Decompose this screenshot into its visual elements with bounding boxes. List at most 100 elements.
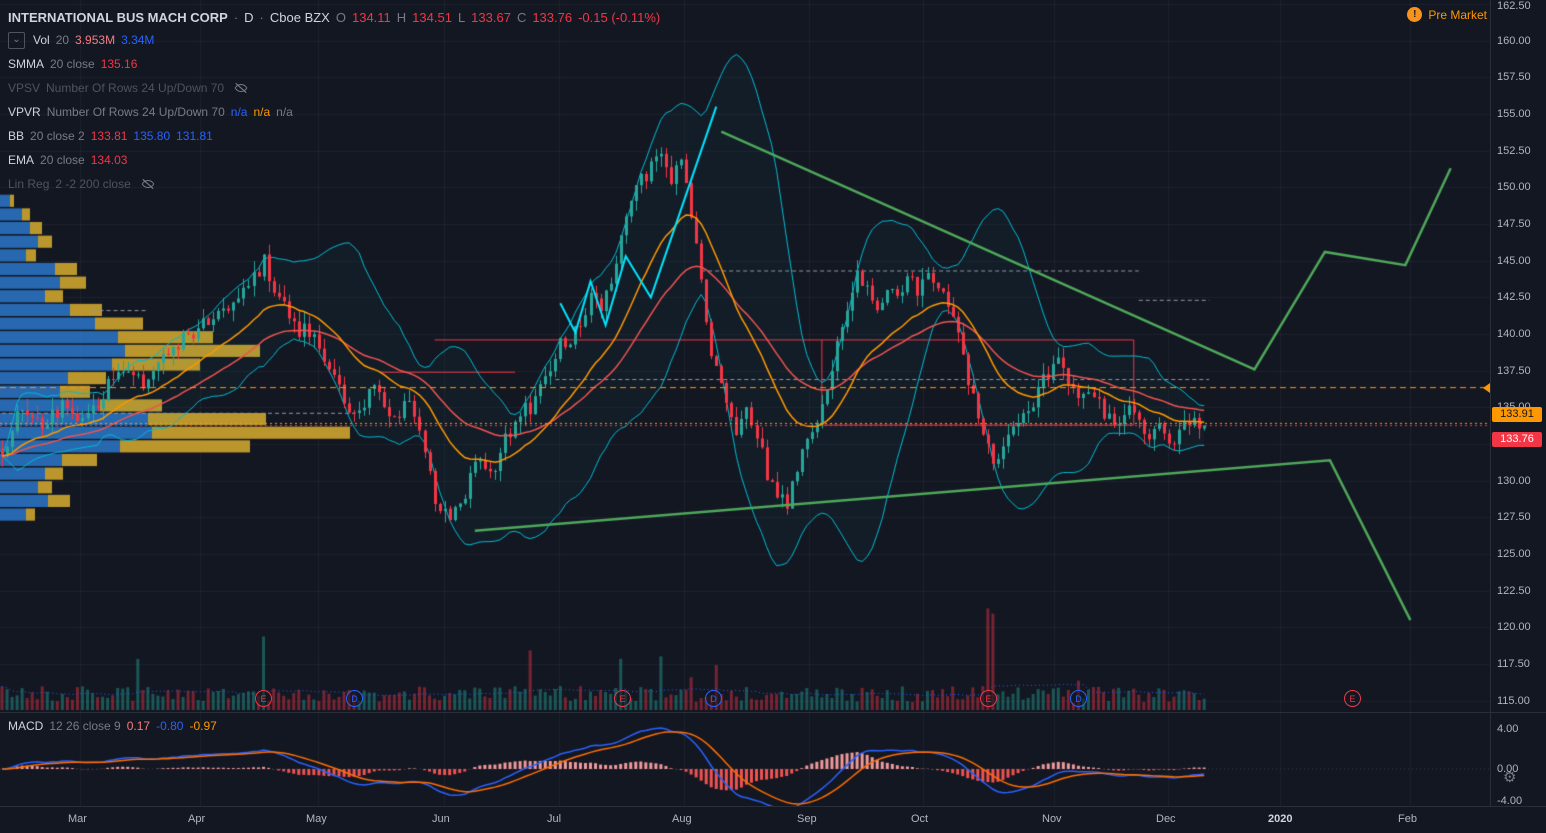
indicator-params: 12 26 close 9 bbox=[49, 719, 121, 733]
indicator-name: BB bbox=[8, 129, 25, 143]
time-axis[interactable]: Mar Apr May Jun Jul Aug Sep Oct Nov Dec 2020 Feb bbox=[0, 807, 1546, 833]
macd-tick-label: -4.00 bbox=[1497, 795, 1523, 807]
open-label: O bbox=[335, 9, 346, 25]
month-axis-label: May bbox=[306, 813, 327, 825]
symbol-info-row[interactable]: INTERNATIONAL BUS MACH CORP · D · Cboe B… bbox=[8, 6, 660, 28]
price-tick-label: 127.50 bbox=[1497, 511, 1531, 524]
exchange-label: Cboe BZX bbox=[269, 9, 330, 25]
vpvr-value-1: n/a bbox=[230, 105, 248, 119]
earnings-marker[interactable]: E bbox=[614, 690, 631, 707]
volume-value: 3.953M bbox=[75, 33, 116, 47]
price-tick-label: 152.50 bbox=[1497, 144, 1531, 157]
indicator-name: EMA bbox=[8, 153, 35, 167]
high-value: 134.51 bbox=[412, 9, 452, 25]
collapse-indicators-button[interactable]: ⌄ bbox=[8, 31, 25, 49]
dividend-marker[interactable]: D bbox=[346, 690, 363, 707]
change-value: -0.15 (-0.11%) bbox=[578, 9, 661, 25]
price-tick-label: 142.50 bbox=[1497, 291, 1531, 304]
month-axis-label: Jun bbox=[432, 813, 450, 825]
macd-tick-label: 0.00 bbox=[1497, 763, 1519, 775]
visibility-off-icon[interactable] bbox=[234, 81, 248, 95]
month-axis-label: Aug bbox=[672, 813, 692, 825]
price-tick-label: 157.50 bbox=[1497, 71, 1531, 84]
indicator-name: Lin Reg bbox=[8, 177, 50, 191]
settings-gear-icon[interactable]: ⚙ bbox=[1503, 769, 1517, 786]
visibility-off-icon[interactable] bbox=[141, 177, 155, 191]
close-value: 133.76 bbox=[532, 9, 573, 25]
price-tick-label: 145.00 bbox=[1497, 254, 1531, 267]
indicator-params: 20 bbox=[55, 33, 70, 47]
timeframe-label: D bbox=[244, 9, 254, 25]
earnings-marker[interactable]: E bbox=[255, 690, 272, 707]
month-axis-label: Oct bbox=[911, 813, 929, 825]
ema-value: 134.03 bbox=[90, 153, 128, 167]
macd-signal-value: -0.97 bbox=[189, 719, 217, 733]
pane-separator[interactable] bbox=[0, 712, 1546, 713]
month-axis-label: Nov bbox=[1042, 813, 1062, 825]
indicator-params: 20 close 2 bbox=[30, 129, 85, 143]
price-tick-label: 162.50 bbox=[1497, 0, 1531, 12]
macd-line-value: -0.80 bbox=[156, 719, 184, 733]
month-axis-label: Feb bbox=[1398, 813, 1417, 825]
premarket-label: Pre Market bbox=[1428, 7, 1487, 22]
indicator-name: SMMA bbox=[8, 57, 44, 71]
vpvr-value-3: n/a bbox=[276, 105, 293, 119]
volume-ma-value: 3.34M bbox=[121, 33, 155, 47]
price-level-arrow-icon bbox=[1483, 382, 1490, 393]
indicator-name: VPVR bbox=[8, 105, 41, 119]
separator-dot: · bbox=[233, 9, 239, 25]
price-axis[interactable]: 133.91 133.76 ⚙ 162.50 160.00 157.50 155.00… bbox=[1483, 0, 1546, 807]
indicator-row-ema[interactable]: EMA 20 close 134.03 bbox=[8, 148, 660, 172]
price-tick-label: 160.00 bbox=[1497, 34, 1531, 47]
macd-chart-canvas[interactable] bbox=[0, 713, 1490, 806]
premarket-badge: ! Pre Market bbox=[1407, 7, 1487, 22]
price-tick-label: 140.00 bbox=[1497, 328, 1531, 341]
indicator-legend: INTERNATIONAL BUS MACH CORP · D · Cboe B… bbox=[8, 6, 660, 196]
dividend-marker[interactable]: D bbox=[1070, 690, 1087, 707]
price-tick-label: 120.00 bbox=[1497, 621, 1531, 634]
indicator-name: MACD bbox=[8, 719, 44, 733]
axis-separator bbox=[0, 806, 1546, 807]
symbol-name: INTERNATIONAL BUS MACH CORP bbox=[8, 9, 228, 25]
price-tick-label: 150.00 bbox=[1497, 181, 1531, 194]
indicator-row-smma[interactable]: SMMA 20 close 135.16 bbox=[8, 52, 660, 76]
indicator-row-vpvr[interactable]: VPVR Number Of Rows 24 Up/Down 70 n/a n/… bbox=[8, 100, 660, 124]
indicator-name: VPSV bbox=[8, 81, 41, 95]
month-axis-label: Dec bbox=[1156, 813, 1176, 825]
earnings-marker[interactable]: E bbox=[980, 690, 997, 707]
high-label: H bbox=[396, 9, 407, 25]
month-axis-label: Mar bbox=[68, 813, 87, 825]
year-axis-label: 2020 bbox=[1268, 813, 1293, 825]
close-label: C bbox=[516, 9, 527, 25]
indicator-row-volume[interactable]: ⌄ Vol 20 3.953M 3.34M bbox=[8, 28, 660, 52]
price-tick-label: 122.50 bbox=[1497, 584, 1531, 597]
price-tick-label: 137.50 bbox=[1497, 364, 1531, 377]
low-value: 133.67 bbox=[471, 9, 511, 25]
last-price-axis-tag: 133.76 bbox=[1492, 431, 1542, 447]
vpvr-value-2: n/a bbox=[253, 105, 271, 119]
indicator-row-bb[interactable]: BB 20 close 2 133.81 135.80 131.81 bbox=[8, 124, 660, 148]
macd-tick-label: 4.00 bbox=[1497, 723, 1519, 735]
indicator-name: Vol bbox=[33, 33, 50, 47]
price-tick-label: 117.50 bbox=[1497, 658, 1530, 671]
indicator-row-macd[interactable]: MACD 12 26 close 9 0.17 -0.80 -0.97 bbox=[8, 719, 217, 733]
earnings-marker[interactable]: E bbox=[1344, 690, 1361, 707]
indicator-params: 20 close bbox=[40, 153, 85, 167]
month-axis-label: Jul bbox=[547, 813, 562, 825]
price-tick-label: 125.00 bbox=[1497, 548, 1531, 561]
indicator-row-linreg[interactable]: Lin Reg 2 -2 200 close bbox=[8, 172, 660, 196]
low-label: L bbox=[457, 9, 466, 25]
macd-pane: MACD 12 26 close 9 0.17 -0.80 -0.97 bbox=[0, 713, 1490, 806]
indicator-row-vpsv[interactable]: VPSV Number Of Rows 24 Up/Down 70 bbox=[8, 76, 660, 100]
open-value: 134.11 bbox=[351, 9, 391, 25]
price-tick-label: 130.00 bbox=[1497, 474, 1531, 487]
avg-price-axis-tag: 133.91 bbox=[1492, 407, 1542, 423]
separator-dot: · bbox=[259, 9, 264, 25]
price-chart-canvas[interactable] bbox=[0, 0, 1490, 712]
dividend-marker[interactable]: D bbox=[705, 690, 722, 707]
bb-upper-value: 135.80 bbox=[133, 129, 171, 143]
indicator-params: Number Of Rows 24 Up/Down 70 bbox=[46, 105, 225, 119]
indicator-params: 20 close bbox=[50, 57, 95, 71]
month-axis-label: Apr bbox=[188, 813, 206, 825]
